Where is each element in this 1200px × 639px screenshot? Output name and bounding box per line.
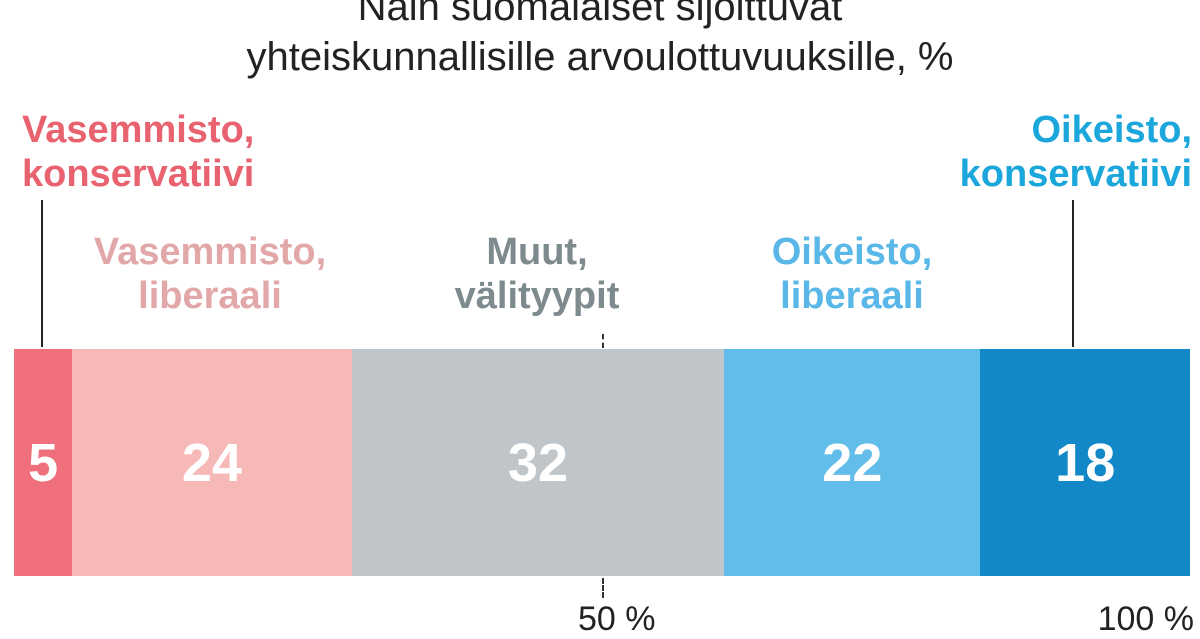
value-label: 24	[181, 432, 242, 493]
stacked-bar: 5 24 32 22 18	[14, 349, 1190, 576]
leader-line-left	[41, 200, 43, 347]
label-line: liberaali	[780, 275, 924, 317]
value-label: 22	[822, 432, 883, 493]
title-line-2: yhteiskunnallisille arvoulottuvuuksille,…	[246, 35, 954, 79]
label-vasemmisto-liberaali: Vasemmisto, liberaali	[60, 230, 360, 318]
label-line: Muut,	[486, 231, 588, 273]
midpoint-marker-top	[602, 334, 604, 348]
bar-segment-3: 32	[351, 349, 725, 576]
value-label: 18	[1055, 432, 1116, 493]
tick-50: 50 %	[578, 600, 656, 638]
label-muut-valityypit: Muut, välityypit	[387, 230, 687, 318]
label-vasemmisto-konservatiivi: Vasemmisto, konservatiivi	[22, 108, 254, 196]
label-line: Oikeisto,	[1031, 109, 1193, 151]
value-label: 5	[28, 432, 59, 493]
label-oikeisto-konservatiivi: Oikeisto, konservatiivi	[960, 108, 1192, 196]
bar-segment-2: 24	[72, 349, 352, 576]
label-line: välityypit	[454, 275, 620, 317]
label-line: konservatiivi	[22, 153, 255, 195]
label-oikeisto-liberaali: Oikeisto, liberaali	[702, 230, 1002, 318]
title-line-1: Näin suomalaiset sijoittuvat	[357, 0, 843, 29]
label-line: Vasemmisto,	[22, 109, 255, 151]
tick-100: 100 %	[1097, 600, 1194, 638]
chart-title: Näin suomalaiset sijoittuvat yhteiskunna…	[0, 0, 1200, 82]
midpoint-marker-bottom	[602, 578, 604, 598]
bar-segment-4: 22	[724, 349, 981, 576]
bar-segment-5: 18	[980, 349, 1190, 576]
value-label: 32	[507, 432, 568, 493]
label-line: Vasemmisto,	[93, 231, 327, 273]
label-line: Oikeisto,	[771, 231, 933, 273]
bar-segment-1: 5	[14, 349, 73, 576]
leader-line-right	[1072, 200, 1074, 347]
label-line: liberaali	[138, 275, 282, 317]
label-line: konservatiivi	[959, 153, 1192, 195]
